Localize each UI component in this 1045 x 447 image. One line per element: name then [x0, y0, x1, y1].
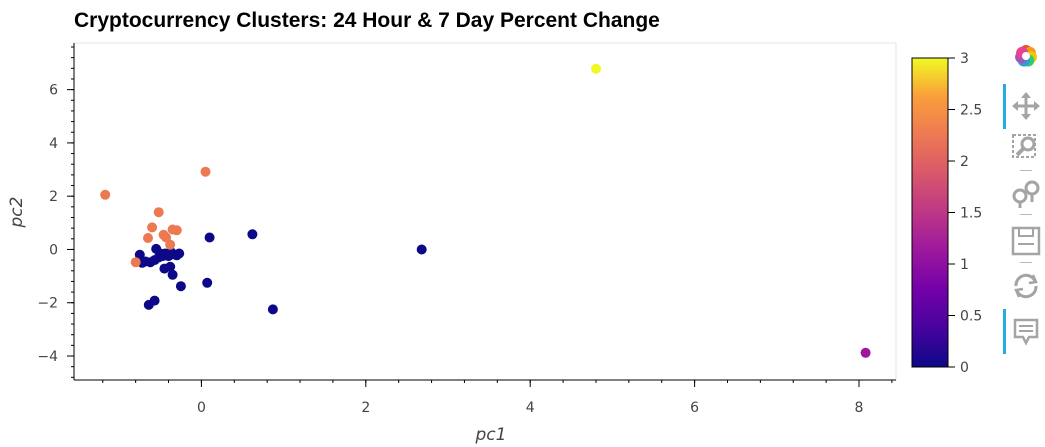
data-point[interactable] — [202, 277, 213, 288]
data-point[interactable] — [591, 63, 601, 74]
data-point[interactable] — [149, 295, 160, 306]
data-point[interactable] — [247, 229, 258, 240]
toolbar-separator — [1020, 170, 1032, 171]
colorbar-tick-label: 2.5 — [960, 103, 982, 119]
toolbar-separator — [1020, 262, 1032, 263]
data-point[interactable] — [100, 189, 111, 200]
data-point[interactable] — [174, 248, 185, 259]
x-tick-label: 6 — [690, 400, 699, 416]
data-point[interactable] — [860, 347, 871, 358]
x-tick-label: 8 — [855, 400, 864, 416]
x-tick-label: 2 — [361, 400, 370, 416]
colorbar-tick-label: 3 — [960, 51, 969, 67]
box-zoom-icon[interactable] — [1008, 130, 1044, 166]
data-point[interactable] — [153, 207, 164, 218]
data-point[interactable] — [175, 281, 186, 292]
hover-icon[interactable] — [1008, 314, 1044, 350]
data-point[interactable] — [134, 249, 145, 260]
hover-active-indicator — [1003, 309, 1006, 354]
colorbar-tick-label: 1 — [960, 257, 969, 273]
data-point[interactable] — [416, 244, 427, 255]
data-point[interactable] — [165, 261, 176, 272]
data-point[interactable] — [165, 239, 176, 250]
x-tick-label: 0 — [197, 400, 206, 416]
data-point[interactable] — [204, 232, 215, 243]
data-point[interactable] — [147, 222, 158, 233]
colorbar-tick-label: 2 — [960, 154, 969, 170]
y-tick-label: 0 — [49, 242, 58, 258]
x-axis-label: pc1 — [475, 425, 507, 445]
x-tick-label: 4 — [526, 400, 535, 416]
data-point[interactable] — [143, 233, 153, 243]
x-axis: 0 2 4 6 8 — [74, 379, 896, 416]
reset-icon[interactable] — [1008, 268, 1044, 304]
pan-icon[interactable] — [1008, 88, 1044, 124]
y-axis: −4 −2 0 2 4 6 — [37, 43, 75, 380]
toolbar-separator — [1020, 214, 1032, 215]
data-point[interactable] — [267, 304, 278, 315]
colorbar-tick-label: 0 — [960, 360, 969, 376]
colorbar: 0 0.5 1 1.5 2 2.5 3 — [911, 51, 982, 376]
pan-active-indicator — [1003, 84, 1006, 129]
chart-title: Cryptocurrency Clusters: 24 Hour & 7 Day… — [74, 9, 660, 32]
y-tick-label: 4 — [49, 136, 58, 152]
plot-frame — [73, 42, 897, 381]
y-axis-label: pc2 — [7, 197, 27, 229]
bokeh-logo-icon[interactable] — [1008, 38, 1044, 74]
data-point[interactable] — [130, 257, 141, 268]
save-icon[interactable] — [1008, 222, 1044, 258]
colorbar-ticks: 0 0.5 1 1.5 2 2.5 3 — [948, 51, 982, 376]
points-layer — [100, 63, 871, 358]
y-tick-label: −4 — [37, 349, 58, 365]
colorbar-tick-label: 1.5 — [960, 206, 982, 222]
y-tick-label: 6 — [49, 83, 58, 99]
colorbar-gradient — [911, 57, 949, 368]
data-point[interactable] — [200, 166, 211, 177]
y-tick-label: −2 — [37, 296, 58, 312]
y-tick-label: 2 — [49, 189, 58, 205]
colorbar-tick-label: 0.5 — [960, 309, 982, 325]
wheel-zoom-icon[interactable] — [1008, 176, 1044, 212]
data-point[interactable] — [171, 225, 182, 236]
toolbar — [1000, 36, 1045, 366]
data-point[interactable] — [167, 269, 178, 280]
